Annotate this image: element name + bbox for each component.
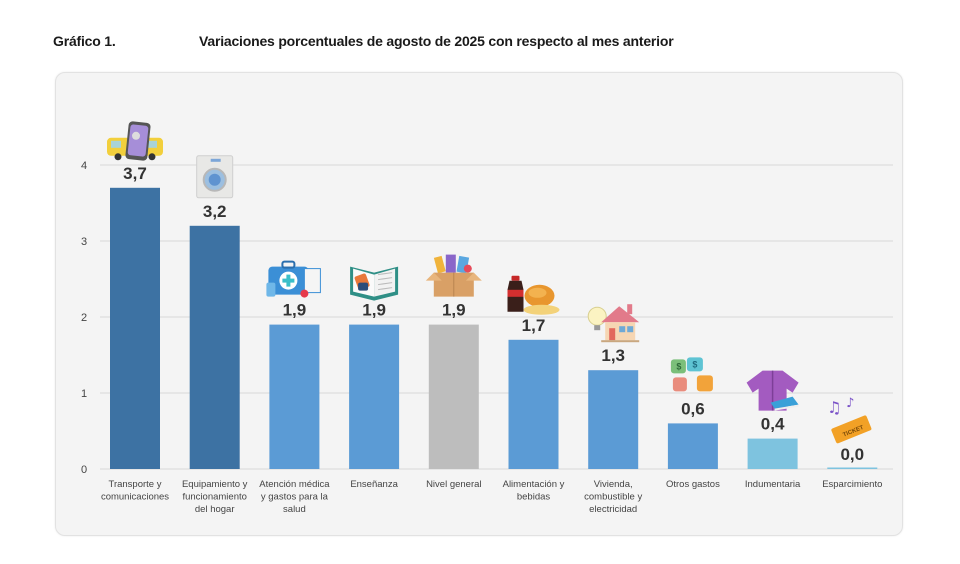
soda-chicken-bread-icon (507, 275, 560, 315)
shopping-box-icon (425, 254, 482, 297)
bar (189, 225, 240, 469)
x-tick-label: Enseñanza (350, 479, 398, 490)
value-label: 1,3 (601, 346, 625, 365)
x-tick-label: Transporte y comunicaciones (101, 479, 169, 503)
bars (110, 187, 878, 470)
category-icons: $ $♫ ♪TICKET (107, 121, 872, 444)
svg-text:♪: ♪ (846, 396, 854, 411)
y-tick-label: 0 (81, 464, 87, 476)
value-label: 3,2 (203, 202, 227, 221)
x-axis-labels: Transporte y comunicaciones Equipamiento y… (101, 479, 882, 515)
chart-title: Variaciones porcentuales de agosto de 20… (199, 33, 674, 49)
y-tick-label: 2 (81, 312, 87, 324)
jacket-sneaker-icon (746, 370, 799, 411)
x-tick-label: Indumentaria (745, 479, 801, 490)
x-tick-label-line: Equipamiento y (182, 479, 248, 490)
value-label: 0,0 (840, 445, 864, 464)
x-tick-label-line: Transporte y (109, 479, 162, 490)
x-tick-label-line: del hogar (195, 504, 235, 515)
value-label: 1,7 (522, 316, 546, 335)
x-tick-label-line: Vivienda, (594, 479, 633, 490)
value-label: 1,9 (362, 301, 386, 320)
x-tick-label-line: bebidas (517, 492, 551, 503)
y-tick-label: 4 (81, 160, 87, 172)
value-label: 0,6 (681, 399, 705, 418)
x-tick-label-line: comunicaciones (101, 492, 169, 503)
x-tick-label: Otros gastos (666, 479, 720, 490)
bar (508, 339, 559, 469)
x-tick-label: Alimentación y bebidas (503, 479, 565, 503)
bar (667, 423, 718, 469)
x-tick-label-line: Esparcimiento (822, 479, 882, 490)
bar (747, 438, 798, 469)
x-tick-label-line: combustible y (584, 492, 642, 503)
x-tick-label-line: Indumentaria (745, 479, 801, 490)
svg-text:♫: ♫ (827, 398, 841, 417)
music-ticket-icon: ♫ ♪TICKET (827, 396, 872, 444)
x-tick-label-line: funcionamiento (182, 492, 246, 503)
svg-text:$: $ (692, 359, 697, 369)
x-tick-label-line: Alimentación y (503, 479, 565, 490)
x-tick-label: Equipamiento y funcionamiento del hogar (182, 479, 248, 515)
x-tick-label-line: Enseñanza (350, 479, 398, 490)
x-tick-label: Atención médica y gastos para la salud (259, 479, 330, 515)
y-tick-label: 1 (81, 388, 87, 400)
x-tick-label-line: Otros gastos (666, 479, 720, 490)
bus-phone-icon (107, 121, 163, 161)
x-tick-label: Vivienda, combustible y electricidad (584, 479, 642, 515)
y-axis-ticks: 0 1 2 3 4 (81, 160, 87, 476)
y-tick-label: 3 (81, 236, 87, 248)
medical-kit-icon (266, 260, 321, 298)
value-labels: 3,7 3,2 1,9 1,9 1,9 1,7 1,3 0,6 0,4 0,0 (123, 164, 864, 464)
x-tick-label-line: y gastos para la (261, 492, 329, 503)
bar (110, 187, 160, 470)
bar (349, 324, 400, 469)
value-label: 3,7 (123, 164, 147, 183)
bar (827, 467, 878, 469)
x-tick-label-line: electricidad (589, 504, 637, 515)
svg-text:$: $ (676, 361, 681, 371)
bar (588, 370, 639, 469)
x-tick-label: Nivel general (426, 479, 481, 490)
bar (269, 324, 320, 469)
bar (428, 324, 479, 469)
open-book-icon (350, 266, 399, 301)
x-tick-label: Esparcimiento (822, 479, 882, 490)
value-label: 1,9 (442, 301, 466, 320)
puzzle-money-icon: $ $ (670, 357, 713, 392)
value-label: 1,9 (283, 301, 307, 320)
x-tick-label-line: Nivel general (426, 479, 481, 490)
figure-label: Gráfico 1. (53, 33, 116, 49)
x-tick-label-line: Atención médica (259, 479, 330, 490)
washing-machine-icon (196, 155, 234, 199)
value-label: 0,4 (761, 415, 785, 434)
x-tick-label-line: salud (283, 504, 306, 515)
house-bulb-icon (587, 304, 640, 343)
